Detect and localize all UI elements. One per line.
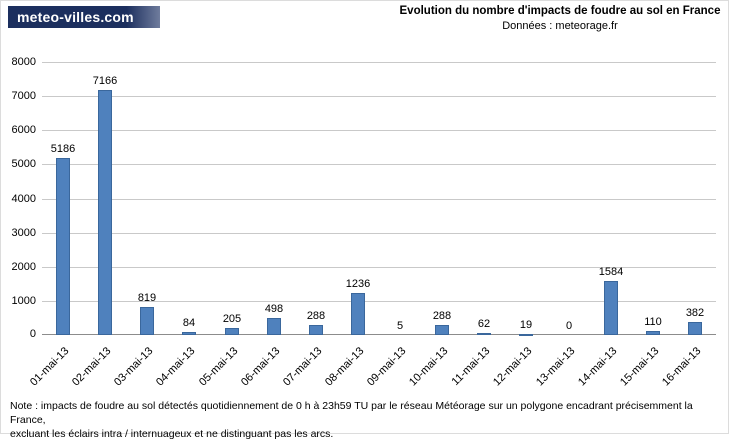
bar-11-mai-13 xyxy=(477,333,491,335)
value-label-08-mai-13: 1236 xyxy=(345,278,371,290)
chart-title: Evolution du nombre d'impacts de foudre … xyxy=(399,5,721,17)
value-label-01-mai-13: 5186 xyxy=(50,143,76,155)
y-tick-7000: 7000 xyxy=(11,90,36,102)
footnote: Note : impacts de foudre au sol détectés… xyxy=(10,399,722,441)
chart-header: Evolution du nombre d'impacts de foudre … xyxy=(395,5,725,32)
value-label-15-mai-13: 110 xyxy=(644,316,662,328)
y-tick-4000: 4000 xyxy=(11,193,36,205)
bar-15-mai-13 xyxy=(646,331,660,335)
y-tick-2000: 2000 xyxy=(11,261,36,273)
gridline-6000 xyxy=(42,130,716,131)
value-label-13-mai-13: 0 xyxy=(565,320,573,332)
gridline-5000 xyxy=(42,164,716,165)
y-axis: 0 1000 2000 3000 4000 5000 6000 7000 8000 xyxy=(0,56,36,340)
y-tick-6000: 6000 xyxy=(11,124,36,136)
plot-area: 5186 7166 819 84 205 498 288 1236 5 288 62 19 0 1584 1… xyxy=(42,62,716,336)
y-tick-3000: 3000 xyxy=(11,227,36,239)
value-label-06-mai-13: 498 xyxy=(264,303,284,315)
y-tick-0: 0 xyxy=(29,328,36,340)
value-label-11-mai-13: 62 xyxy=(477,318,491,330)
gridline-7000 xyxy=(42,96,716,97)
bar-04-mai-13 xyxy=(182,332,196,335)
y-tick-1000: 1000 xyxy=(11,295,36,307)
value-label-07-mai-13: 288 xyxy=(306,310,326,322)
bar-02-mai-13 xyxy=(98,90,112,335)
value-label-02-mai-13: 7166 xyxy=(92,75,118,87)
gridline-1000 xyxy=(42,301,716,302)
value-label-10-mai-13: 288 xyxy=(432,310,452,322)
gridline-2000 xyxy=(42,267,716,268)
value-label-09-mai-13: 5 xyxy=(396,320,404,332)
value-label-12-mai-13: 19 xyxy=(519,319,533,331)
y-tick-8000: 8000 xyxy=(11,56,36,68)
footnote-line1: Note : impacts de foudre au sol détectés… xyxy=(10,400,693,426)
value-label-14-mai-13: 1584 xyxy=(598,266,624,278)
bar-05-mai-13 xyxy=(225,328,239,335)
meteo-villes-logo: meteo-villes.com xyxy=(8,6,160,28)
gridline-8000 xyxy=(42,62,716,63)
bar-01-mai-13 xyxy=(56,158,70,335)
y-tick-5000: 5000 xyxy=(11,158,36,170)
gridline-3000 xyxy=(42,233,716,234)
gridline-4000 xyxy=(42,199,716,200)
value-label-04-mai-13: 84 xyxy=(182,317,196,329)
x-axis: 01-mai-13 02-mai-13 03-mai-13 04-mai-13 05-m… xyxy=(28,340,716,398)
bar-16-mai-13 xyxy=(688,322,702,335)
bar-08-mai-13 xyxy=(351,293,365,335)
bar-07-mai-13 xyxy=(309,325,323,335)
x-axis-line xyxy=(42,334,716,335)
value-label-16-mai-13: 382 xyxy=(685,307,705,319)
chart-subtitle: Données : meteorage.fr xyxy=(502,20,618,32)
bar-06-mai-13 xyxy=(267,318,281,335)
footnote-line2: excluant les éclairs intra / internuageu… xyxy=(10,428,334,440)
bar-12-mai-13 xyxy=(519,334,533,336)
value-label-05-mai-13: 205 xyxy=(222,313,242,325)
bar-10-mai-13 xyxy=(435,325,449,335)
bar-14-mai-13 xyxy=(604,281,618,335)
value-label-03-mai-13: 819 xyxy=(137,292,157,304)
bar-03-mai-13 xyxy=(140,307,154,335)
